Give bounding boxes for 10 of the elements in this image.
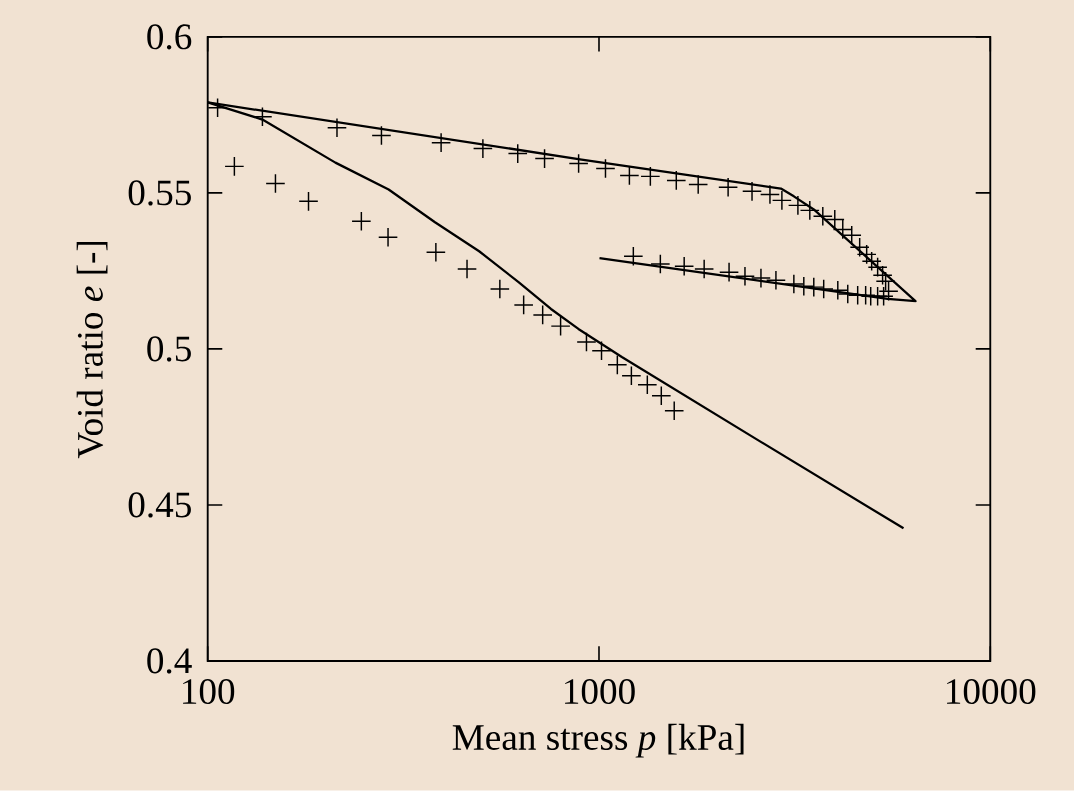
y-tick-label: 0.4 bbox=[147, 648, 192, 674]
y-axis-title: Void ratio e [-] bbox=[76, 242, 108, 459]
y-tick-label: 0.6 bbox=[147, 24, 192, 50]
y-tick-label: 0.45 bbox=[128, 492, 191, 518]
x-tick-label: 10000 bbox=[947, 679, 1036, 705]
x-axis-title: Mean stress p [kPa] bbox=[452, 724, 744, 758]
x-tick-label: 1000 bbox=[565, 679, 635, 705]
y-tick-label: 0.5 bbox=[147, 336, 191, 362]
x-tick-label: 100 bbox=[183, 679, 235, 705]
y-tick-label: 0.55 bbox=[128, 180, 191, 206]
